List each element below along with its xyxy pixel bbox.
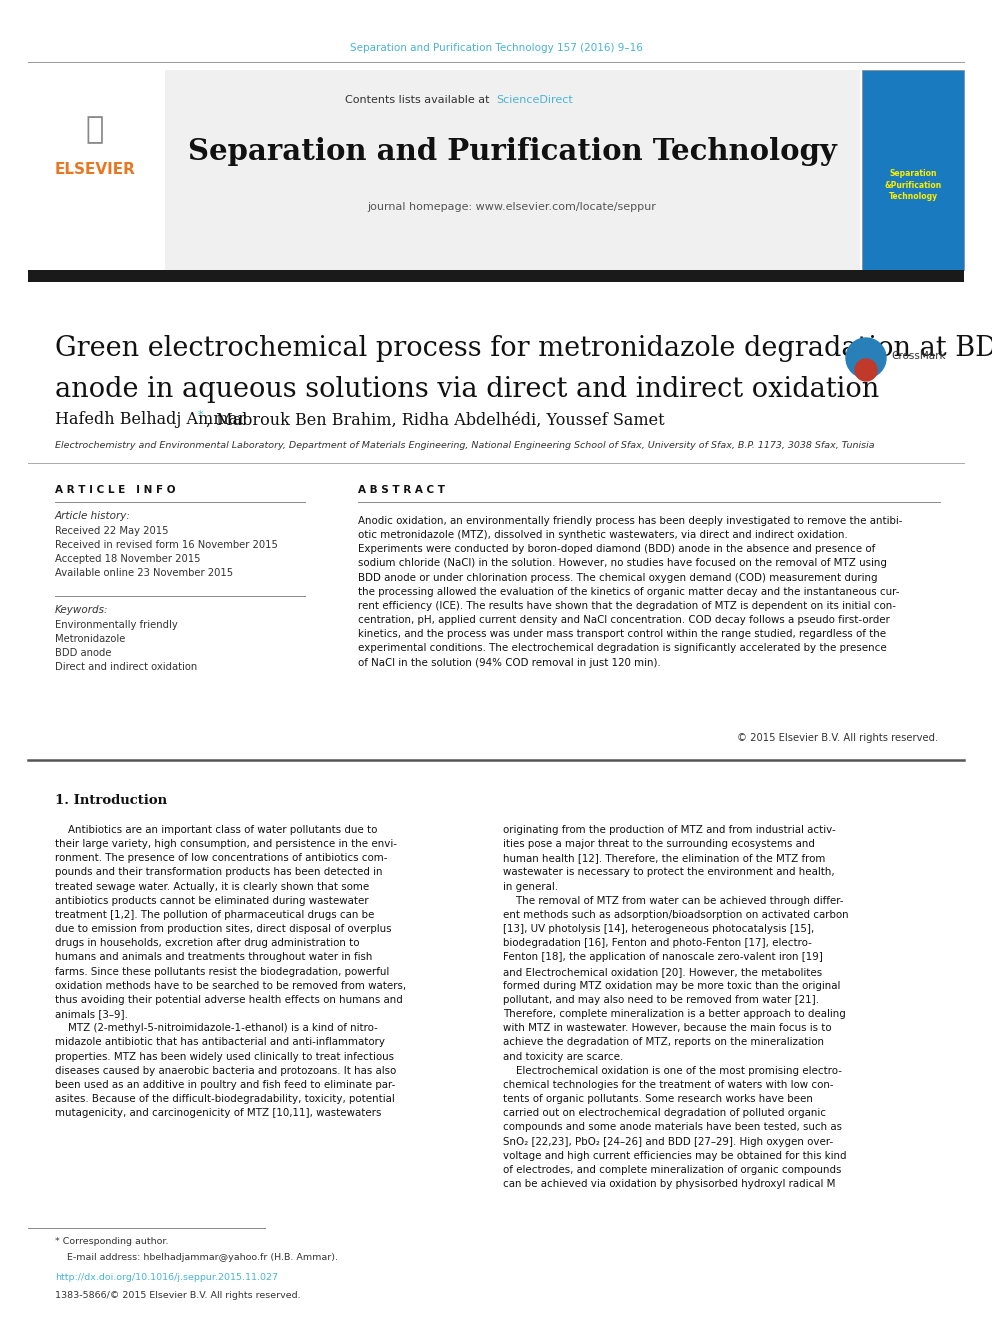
Text: anode in aqueous solutions via direct and indirect oxidation: anode in aqueous solutions via direct an… — [55, 376, 879, 404]
Bar — [165, 70, 860, 270]
Text: A B S T R A C T: A B S T R A C T — [358, 486, 445, 495]
Text: CrossMark: CrossMark — [891, 351, 945, 361]
Text: , Mabrouk Ben Brahim, Ridha Abdelhédi, Youssef Samet: , Mabrouk Ben Brahim, Ridha Abdelhédi, Y… — [206, 411, 665, 429]
Text: Separation
&Purification
Technology: Separation &Purification Technology — [885, 169, 941, 201]
Circle shape — [846, 337, 886, 378]
Text: *: * — [198, 410, 203, 419]
Text: Green electrochemical process for metronidazole degradation at BDD: Green electrochemical process for metron… — [55, 335, 992, 363]
Text: http://dx.doi.org/10.1016/j.seppur.2015.11.027: http://dx.doi.org/10.1016/j.seppur.2015.… — [55, 1274, 278, 1282]
Text: 1383-5866/© 2015 Elsevier B.V. All rights reserved.: 1383-5866/© 2015 Elsevier B.V. All right… — [55, 1290, 301, 1299]
Text: ELSEVIER: ELSEVIER — [55, 163, 136, 177]
Text: Keywords:: Keywords: — [55, 605, 108, 615]
Text: Article history:: Article history: — [55, 511, 131, 521]
Text: Contents lists available at: Contents lists available at — [345, 95, 493, 105]
Text: journal homepage: www.elsevier.com/locate/seppur: journal homepage: www.elsevier.com/locat… — [368, 202, 657, 212]
Text: BDD anode: BDD anode — [55, 648, 111, 658]
Text: E-mail address: hbelhadjammar@yahoo.fr (H.B. Ammar).: E-mail address: hbelhadjammar@yahoo.fr (… — [55, 1253, 338, 1262]
Text: Separation and Purification Technology: Separation and Purification Technology — [187, 138, 836, 167]
Text: ⬛: ⬛ — [86, 115, 104, 144]
Text: Separation and Purification Technology 157 (2016) 9–16: Separation and Purification Technology 1… — [349, 44, 643, 53]
Text: Available online 23 November 2015: Available online 23 November 2015 — [55, 568, 233, 578]
Text: Electrochemistry and Environmental Laboratory, Department of Materials Engineeri: Electrochemistry and Environmental Labor… — [55, 441, 875, 450]
Text: originating from the production of MTZ and from industrial activ-
ities pose a m: originating from the production of MTZ a… — [503, 826, 848, 1189]
Circle shape — [855, 359, 877, 381]
Text: Metronidazole: Metronidazole — [55, 634, 125, 644]
Text: Hafedh Belhadj Ammar: Hafedh Belhadj Ammar — [55, 411, 246, 429]
Text: Direct and indirect oxidation: Direct and indirect oxidation — [55, 662, 197, 672]
Text: * Corresponding author.: * Corresponding author. — [55, 1237, 169, 1246]
Text: Received in revised form 16 November 2015: Received in revised form 16 November 201… — [55, 540, 278, 550]
Bar — [862, 70, 964, 270]
Text: 1. Introduction: 1. Introduction — [55, 794, 167, 807]
Text: Anodic oxidation, an environmentally friendly process has been deeply investigat: Anodic oxidation, an environmentally fri… — [358, 516, 903, 668]
Text: Antibiotics are an important class of water pollutants due to
their large variet: Antibiotics are an important class of wa… — [55, 826, 406, 1118]
Text: © 2015 Elsevier B.V. All rights reserved.: © 2015 Elsevier B.V. All rights reserved… — [737, 733, 938, 744]
Bar — [28, 70, 165, 270]
Text: A R T I C L E   I N F O: A R T I C L E I N F O — [55, 486, 176, 495]
Bar — [28, 270, 964, 282]
Text: Environmentally friendly: Environmentally friendly — [55, 620, 178, 630]
Text: Accepted 18 November 2015: Accepted 18 November 2015 — [55, 554, 200, 564]
Text: Received 22 May 2015: Received 22 May 2015 — [55, 527, 169, 536]
Text: ScienceDirect: ScienceDirect — [496, 95, 572, 105]
